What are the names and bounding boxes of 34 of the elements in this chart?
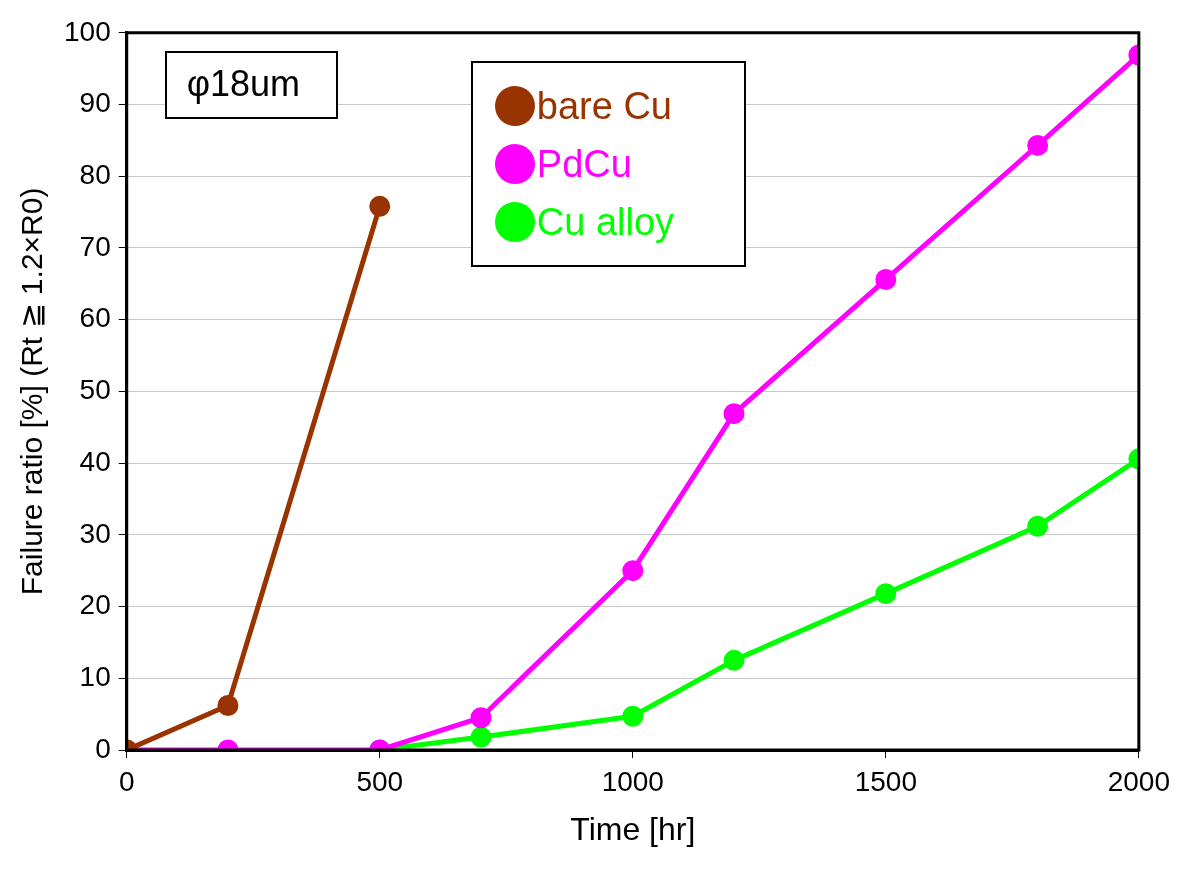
point: [723, 649, 745, 671]
y-tick-label: 60: [79, 302, 111, 334]
y-tick-label: 80: [79, 158, 111, 190]
point: [875, 269, 897, 291]
x-tick-label: 0: [118, 765, 135, 797]
y-tick-label: 70: [79, 230, 111, 262]
x-tick-label: 500: [356, 765, 404, 797]
point: [369, 195, 391, 217]
point: [723, 403, 745, 425]
x-tick-label: 1000: [601, 765, 664, 797]
point: [217, 695, 239, 717]
point: [470, 707, 492, 729]
y-tick-label: 100: [64, 15, 111, 47]
point: [470, 726, 492, 748]
point: [875, 583, 897, 605]
legend-label: bare Cu: [536, 83, 673, 129]
x-axis-title: Time [hr]: [570, 810, 696, 847]
annotation: φ18um: [164, 50, 339, 119]
y-axis-title: Failure ratio [%] (Rt ≧ 1.2×R0): [15, 187, 49, 596]
y-tick-label: 0: [95, 732, 111, 764]
x-tick-label: 2000: [1107, 765, 1170, 797]
y-tick-label: 50: [79, 374, 111, 406]
y-tick-label: 20: [79, 589, 111, 621]
point: [622, 705, 644, 727]
point: [1027, 134, 1049, 156]
x-tick-label: 1500: [854, 765, 917, 797]
y-tick-label: 10: [79, 661, 111, 692]
y-tick-label: 30: [79, 517, 111, 549]
y-tick-label: 90: [79, 87, 111, 119]
legend-label: Cu alloy: [536, 199, 675, 245]
point: [622, 560, 644, 582]
legend-label: PdCu: [536, 141, 632, 187]
y-tick-label: 40: [79, 445, 111, 477]
point: [1027, 515, 1049, 537]
